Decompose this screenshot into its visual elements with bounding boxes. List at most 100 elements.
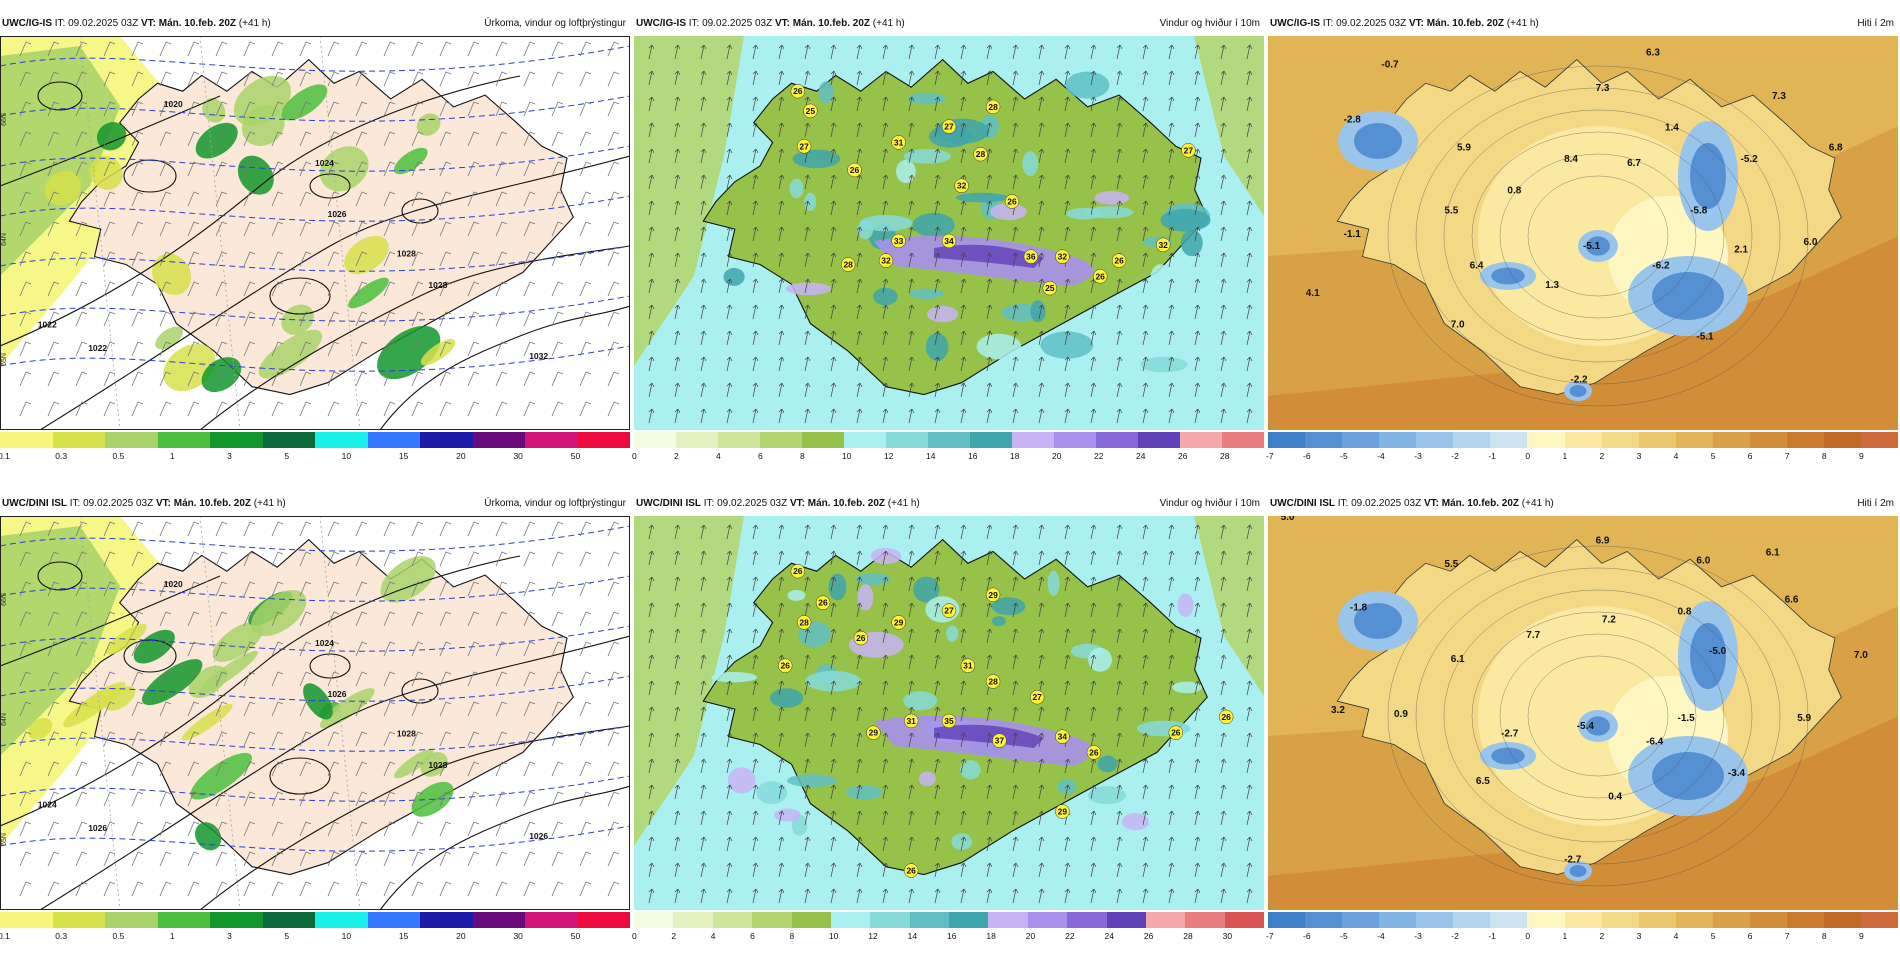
temperature-contour [0, 345, 630, 372]
wind-arrow [960, 408, 967, 424]
wind-arrow [1090, 226, 1097, 242]
wind-barb [271, 851, 284, 867]
map-area[interactable]: 1020 1024 1026 1028 1026 1028 1026 1024 [0, 516, 630, 910]
gust-marker [985, 674, 1001, 689]
temperature-label: -5.1 [1583, 241, 1601, 252]
wind-barb [243, 641, 256, 657]
wind-arrow [1142, 550, 1149, 566]
wind-arrow [1142, 680, 1149, 696]
wind-arrow [1116, 122, 1123, 138]
wind-barb [19, 191, 32, 207]
map-area[interactable]: -0.7 6.3 7.3 -2.8 7.3 1.4 5.9 8.4 6.7 -5.2 6.8 0.8 5… [1268, 36, 1898, 430]
wind-barb [215, 821, 228, 837]
wind-barb [243, 41, 256, 57]
colorbar-tick-label: 4 [716, 451, 721, 461]
wind-arrow [830, 628, 837, 644]
wind-arrow [752, 44, 759, 60]
map-area[interactable]: 26 26 28 29 26 27 29 31 28 27 26 29 31 35 37 34 26 26 26 29… [634, 516, 1264, 910]
temperature-label: -5.1 [1696, 331, 1714, 342]
wind-arrow [648, 524, 655, 540]
precip-cell [233, 75, 292, 126]
wind-barb [355, 191, 368, 207]
wind-barb [299, 761, 312, 777]
wind-barb [103, 731, 116, 747]
wind-barb [355, 701, 368, 717]
wind-barb [579, 311, 592, 327]
wind-arrow [1064, 44, 1071, 60]
wind-arrow [960, 70, 967, 86]
it-value: 09.02.2025 03Z [1336, 18, 1407, 29]
wind-arrow [778, 174, 785, 190]
wind-arrow [752, 174, 759, 190]
wind-speed-cell [1140, 356, 1188, 373]
wind-arrow [1168, 888, 1175, 904]
wind-arrow [752, 888, 759, 904]
gust-label: 27 [1184, 145, 1194, 155]
wind-arrow [1038, 576, 1045, 592]
temperature-label: 6.0 [1696, 555, 1710, 566]
gust-label: 26 [906, 866, 916, 876]
wind-barb [355, 521, 368, 537]
wind-arrow [1038, 758, 1045, 774]
wind-barb [327, 311, 340, 327]
wind-barb [523, 221, 536, 237]
wind-barb [131, 311, 144, 327]
wind-speed-cell [955, 192, 1009, 203]
wind-barb [19, 251, 32, 267]
wind-barb [187, 521, 200, 537]
wind-arrow [674, 758, 681, 774]
gust-label: 31 [906, 716, 916, 726]
wind-arrow [1116, 810, 1123, 826]
wind-arrow [804, 628, 811, 644]
colorbar-swatch [830, 912, 871, 928]
map-area[interactable]: 26 25 27 31 27 28 26 28 32 26 27 34 33 32 28 36 32 26 26 32… [634, 36, 1264, 430]
vt-label: VT: [155, 498, 171, 509]
wind-arrow [804, 356, 811, 372]
wind-arrow [778, 706, 785, 722]
map-area[interactable]: 5.0 5.5 6.9 6.0 6.1 -1.8 7.7 7.2 0.8 6.6 6.1 -5.0 7.… [1268, 516, 1898, 910]
wind-barb [495, 41, 508, 57]
wind-barb [299, 221, 312, 237]
wind-barb [439, 761, 452, 777]
wind-arrow [674, 680, 681, 696]
wind-barb [607, 401, 620, 417]
wind-arrow [726, 278, 733, 294]
wind-arrow [700, 278, 707, 294]
wind-arrow [1116, 524, 1123, 540]
wind-arrow [830, 148, 837, 164]
wind-barb [131, 191, 144, 207]
colorbar-tick-label: 1 [169, 451, 175, 461]
colorbar-tick-label: 30 [513, 931, 523, 941]
wind-barb [271, 521, 284, 537]
wind-barb [75, 101, 88, 117]
wind-barb [75, 161, 88, 177]
wind-arrow [752, 602, 759, 618]
wind-barb [299, 791, 312, 807]
wind-arrow [1012, 524, 1019, 540]
wind-arrow [1090, 784, 1097, 800]
wind-barb [215, 221, 228, 237]
wind-arrow [648, 200, 655, 216]
wind-arrow [726, 628, 733, 644]
wind-arrow [908, 96, 915, 112]
latitude-label: 66N [0, 113, 8, 126]
map-area[interactable]: 1020 1024 1022 1028 1026 1028 1032 1022 [0, 36, 630, 430]
wind-barb [215, 701, 228, 717]
wind-arrow [726, 602, 733, 618]
wind-barb [579, 341, 592, 357]
vt-label: VT: [789, 498, 805, 509]
wind-arrow [1220, 44, 1227, 60]
gust-marker [815, 595, 831, 610]
wind-arrow [830, 252, 837, 268]
wind-arrow [1090, 550, 1097, 566]
wind-arrow [1038, 888, 1045, 904]
wind-barb [243, 161, 256, 177]
wind-barb [47, 221, 60, 237]
wind-barb [495, 341, 508, 357]
wind-arrow [1064, 576, 1071, 592]
colorbar-swatch [52, 912, 105, 928]
wind-arrow [986, 278, 993, 294]
wind-arrow [674, 200, 681, 216]
wind-arrow [960, 304, 967, 320]
wind-barb [159, 551, 172, 567]
